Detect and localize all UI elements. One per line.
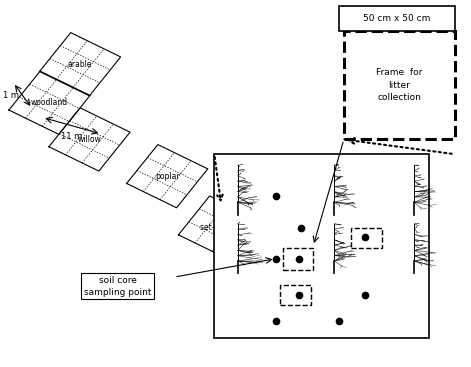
Text: 1 m: 1 m [3,91,19,100]
Text: Frame  for
litter
collection: Frame for litter collection [376,68,422,102]
Text: set- aside: set- aside [200,223,238,232]
Text: woodland: woodland [31,98,68,107]
Text: soil core
sampling point: soil core sampling point [84,276,152,297]
Bar [339,6,455,31]
Text: poplar: poplar [155,172,179,181]
Bar [344,31,455,139]
Text: willow: willow [78,135,101,144]
Bar [283,248,313,270]
Bar [214,154,429,338]
Bar [280,285,311,305]
Text: 11 m: 11 m [61,132,82,141]
Text: arable: arable [68,60,92,69]
Bar [351,228,382,248]
Text: 50 cm x 50 cm: 50 cm x 50 cm [363,14,430,23]
